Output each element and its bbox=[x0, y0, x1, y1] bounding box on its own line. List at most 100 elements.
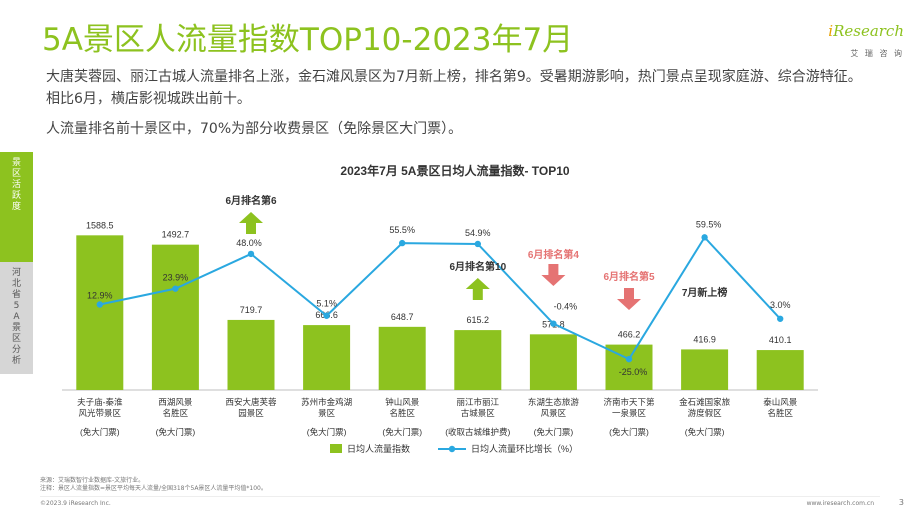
bar-5 bbox=[454, 330, 502, 390]
bar-6 bbox=[529, 334, 577, 390]
side-tab-hebei-label: 河北省5A景区分析 bbox=[11, 268, 21, 366]
bar-1 bbox=[151, 244, 199, 390]
category-label-2-1: 园景区 bbox=[238, 408, 264, 418]
footer-site: www.iresearch.com.cn bbox=[806, 500, 874, 507]
rank-annotation-1: 6月排名第10 bbox=[449, 260, 506, 273]
category-label-9-0: 泰山风景 bbox=[763, 397, 797, 407]
bar-label-9: 410.1 bbox=[769, 335, 792, 345]
legend-bar-label: 日均人流量指数 bbox=[347, 443, 410, 454]
legend-line-marker bbox=[448, 445, 456, 453]
category-label-3-0: 苏州市金鸡湖 bbox=[301, 397, 352, 407]
category-label-9-1: 名胜区 bbox=[767, 408, 793, 418]
category-label-2-0: 西安大唐芙蓉 bbox=[225, 397, 277, 407]
category-label-8-1: 游度假区 bbox=[688, 408, 723, 418]
footer-notes: 来源：艾瑞数智行业数据库-文旅行业。 注释：景区人流量指数=景区平均每天人流量/… bbox=[40, 477, 267, 493]
growth-label-5: 54.9% bbox=[465, 228, 491, 238]
category-label-7-1: 一泉景区 bbox=[612, 408, 647, 418]
growth-point-5 bbox=[474, 240, 481, 248]
bar-3 bbox=[303, 325, 351, 390]
bar-label-2: 719.7 bbox=[240, 305, 263, 315]
rank-annotation-4: 7月新上榜 bbox=[682, 286, 728, 299]
chart-title: 2023年7月 5A景区日均人流量指数- TOP10 bbox=[340, 163, 569, 178]
up-arrow-icon-0 bbox=[239, 212, 263, 234]
side-tab-activity[interactable]: 景区活跃度 bbox=[0, 152, 33, 262]
bar-2 bbox=[227, 319, 275, 390]
footer-source: 来源：艾瑞数智行业数据库-文旅行业。 bbox=[40, 477, 145, 484]
category-label-0-0: 夫子庙-秦淮 bbox=[77, 397, 123, 407]
rank-annotation-3: 6月排名第5 bbox=[603, 270, 655, 283]
growth-label-8: 59.5% bbox=[696, 219, 722, 229]
down-arrow-icon-3 bbox=[617, 288, 641, 310]
category-label-6-0: 东湖生态旅游 bbox=[528, 397, 580, 407]
growth-label-1: 23.9% bbox=[163, 273, 189, 283]
ticket-note-0: (免大门票) bbox=[80, 427, 120, 437]
category-label-8-0: 金石滩国家旅 bbox=[679, 397, 731, 407]
rank-annotation-0: 6月排名第6 bbox=[225, 194, 277, 207]
category-label-4-1: 名胜区 bbox=[389, 408, 415, 418]
growth-label-7: -25.0% bbox=[619, 367, 648, 377]
logo-brand-text: iResearch bbox=[828, 22, 904, 40]
ticket-note-8: (免大门票) bbox=[685, 427, 725, 437]
growth-label-2: 48.0% bbox=[236, 238, 262, 248]
bar-label-7: 466.2 bbox=[618, 330, 641, 340]
category-label-1-1: 名胜区 bbox=[163, 408, 189, 418]
bar-label-1: 1492.7 bbox=[162, 230, 190, 240]
footer-divider bbox=[40, 496, 880, 497]
growth-label-0: 12.9% bbox=[87, 290, 113, 300]
ticket-note-5: (收取古城维护费) bbox=[445, 427, 510, 437]
growth-point-6 bbox=[550, 320, 557, 327]
page-title: 5A景区人流量指数TOP10-2023年7月 bbox=[42, 22, 574, 58]
legend-bar-swatch bbox=[330, 444, 342, 453]
legend-line-label: 日均人流量环比增长（%） bbox=[471, 443, 578, 454]
logo-sub-text: 艾 瑞 咨 询 bbox=[850, 49, 904, 58]
category-label-5-1: 古城景区 bbox=[461, 408, 496, 418]
bar-0 bbox=[76, 235, 124, 390]
bar-8 bbox=[681, 349, 729, 390]
growth-point-1 bbox=[172, 285, 179, 292]
growth-point-2 bbox=[247, 250, 255, 258]
logo-i-mark: i bbox=[828, 22, 834, 40]
category-label-6-1: 风景区 bbox=[541, 408, 567, 418]
down-arrow-icon-2 bbox=[541, 264, 566, 286]
growth-point-4 bbox=[399, 239, 406, 247]
bar-9 bbox=[756, 350, 804, 390]
growth-label-4: 55.5% bbox=[389, 225, 415, 235]
summary-line-1: 大唐芙蓉园、丽江古城人流量排名上涨，金石滩风景区为7月新上榜，排名第9。受暑期游… bbox=[46, 69, 862, 107]
category-label-3-1: 景区 bbox=[318, 408, 336, 418]
bar-label-4: 648.7 bbox=[391, 312, 414, 322]
page-number: 3 bbox=[898, 498, 904, 507]
category-label-7-0: 济南市天下第 bbox=[603, 397, 655, 407]
summary-text: 大唐芙蓉园、丽江古城人流量排名上涨，金石滩风景区为7月新上榜，排名第9。受暑期游… bbox=[46, 66, 866, 140]
ticket-note-4: (免大门票) bbox=[382, 427, 422, 437]
growth-label-3: 5.1% bbox=[316, 299, 337, 309]
growth-point-0 bbox=[96, 301, 104, 308]
logo-brand-rest: Research bbox=[833, 22, 904, 40]
growth-line bbox=[99, 235, 781, 361]
category-label-0-1: 风光带景区 bbox=[79, 408, 122, 418]
bar-label-0: 1588.5 bbox=[86, 220, 114, 230]
ticket-note-3: (免大门票) bbox=[307, 427, 347, 437]
side-tab-hebei[interactable]: 河北省5A景区分析 bbox=[0, 262, 33, 374]
growth-point-9 bbox=[777, 315, 784, 322]
up-arrow-icon-1 bbox=[465, 278, 490, 300]
growth-point-8 bbox=[701, 234, 708, 241]
footer-copyright: ©2023.9 iResearch Inc. bbox=[40, 500, 111, 507]
category-label-1-0: 西湖风景 bbox=[158, 397, 192, 407]
ticket-note-6: (免大门票) bbox=[534, 427, 574, 437]
growth-label-9: 3.0% bbox=[770, 300, 791, 310]
footer-note: 注释：景区人流量指数=景区平均每天人流量/全国318个5A景区人流量平均值*10… bbox=[40, 485, 267, 492]
bar-4 bbox=[378, 326, 426, 390]
growth-point-7 bbox=[625, 355, 633, 363]
rank-annotation-2: 6月排名第4 bbox=[528, 248, 580, 261]
bar-label-8: 416.9 bbox=[693, 334, 716, 344]
ticket-note-1: (免大门票) bbox=[156, 427, 196, 437]
category-label-5-0: 丽江市丽江 bbox=[457, 397, 500, 407]
side-tab-activity-label: 景区活跃度 bbox=[11, 158, 21, 212]
growth-label-6: -0.4% bbox=[554, 302, 578, 312]
category-label-4-0: 钟山风景 bbox=[385, 397, 419, 407]
bar-label-5: 615.2 bbox=[467, 315, 490, 325]
summary-line-2: 人流量排名前十景区中，70%为部分收费景区（免除景区大门票）。 bbox=[46, 121, 463, 137]
iresearch-logo: iResearch 艾 瑞 咨 询 bbox=[820, 22, 904, 64]
ticket-note-7: (免大门票) bbox=[609, 427, 649, 437]
